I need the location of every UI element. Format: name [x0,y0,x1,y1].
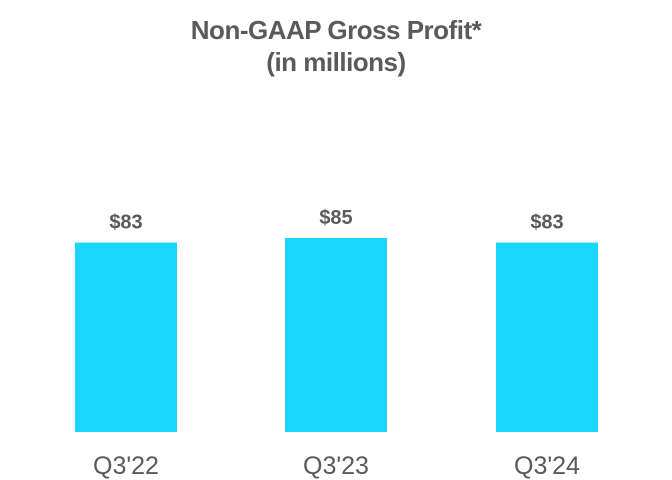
data-label-1: $83 [109,212,142,234]
bar-2 [285,238,387,432]
chart-title: Non-GAAP Gross Profit* [190,15,482,45]
bar-3 [496,242,598,432]
x-tick-label-1: Q3'22 [93,452,159,480]
bar-1 [75,242,177,432]
data-label-2: $85 [319,207,352,229]
data-label-3: $83 [530,212,563,234]
x-tick-label-2: Q3'23 [303,452,369,480]
chart-subtitle: (in millions) [266,47,406,77]
x-tick-label-3: Q3'24 [514,452,580,480]
